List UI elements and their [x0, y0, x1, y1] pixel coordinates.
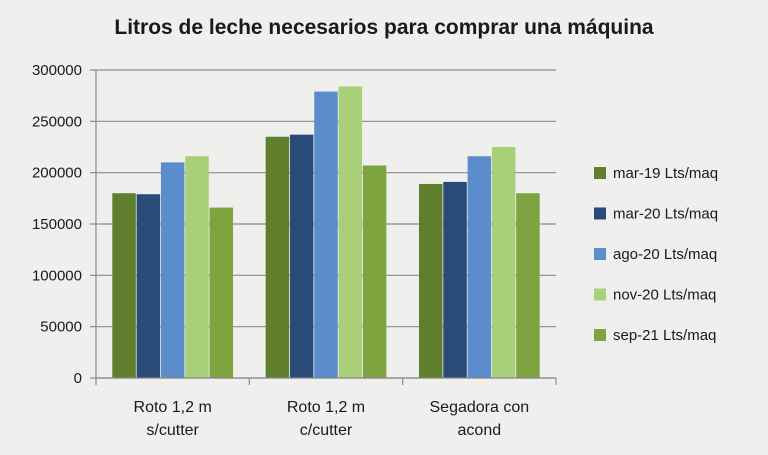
- x-axis: Roto 1,2 m s/cutter Roto 1,2 m c/cutter Sega…: [95, 377, 557, 439]
- bars: [112, 86, 540, 378]
- bar: [443, 181, 467, 378]
- y-tick-label: 0: [74, 370, 82, 387]
- chart-title: Litros de leche necesarios para comprar …: [114, 16, 654, 39]
- x-category-label: acond: [458, 422, 502, 439]
- legend-swatch: [594, 288, 606, 301]
- bar: [491, 147, 516, 378]
- bar: [185, 156, 209, 378]
- x-category-label: Roto 1,2 m: [134, 399, 212, 416]
- legend-swatch: [594, 329, 606, 341]
- bar: [338, 86, 363, 378]
- x-category-label: s/cutter: [146, 422, 199, 439]
- y-tick-label: 50000: [40, 319, 82, 336]
- bar: [314, 91, 338, 378]
- bar: [265, 136, 290, 378]
- legend: mar-19 Lts/maq mar-20 Lts/maq ago-20 Lts/m…: [594, 165, 718, 344]
- x-category-label: c/cutter: [300, 422, 353, 439]
- y-tick-label: 150000: [32, 216, 82, 233]
- y-tick-label: 200000: [32, 165, 82, 182]
- y-tick-label: 250000: [32, 113, 82, 130]
- y-axis-ticks: 0 50000 100000 150000 200000 250000 300000: [32, 62, 82, 387]
- bar: [362, 165, 387, 378]
- legend-label: ago-20 Lts/maq: [613, 246, 717, 263]
- bar: [160, 162, 185, 378]
- x-category-label: Segadora con: [430, 399, 530, 416]
- legend-label: sep-21 Lts/maq: [613, 327, 716, 344]
- legend-label: nov-20 Lts/maq: [613, 287, 716, 304]
- bar: [112, 193, 136, 378]
- legend-swatch: [594, 248, 606, 260]
- legend-label: mar-20 Lts/maq: [613, 206, 718, 223]
- bar: [467, 156, 492, 378]
- bar: [516, 193, 540, 378]
- legend-swatch: [594, 207, 606, 220]
- bar: [418, 183, 443, 378]
- y-tick-label: 100000: [32, 267, 82, 284]
- legend-label: mar-19 Lts/maq: [613, 165, 718, 182]
- bar: [209, 207, 234, 378]
- y-tick-label: 300000: [32, 62, 82, 79]
- bar: [289, 134, 314, 378]
- x-category-label: Roto 1,2 m: [287, 399, 365, 416]
- bar: [136, 194, 161, 378]
- legend-swatch: [594, 167, 606, 179]
